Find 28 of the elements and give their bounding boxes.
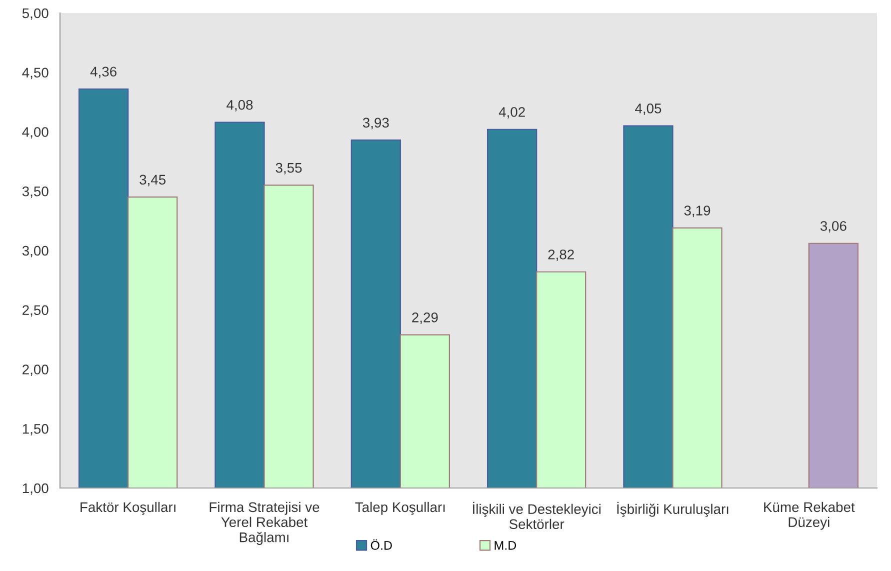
data-label: 3,93 (362, 118, 389, 130)
data-label: 4,36 (90, 66, 116, 78)
legend-label: M.D (494, 541, 516, 550)
data-label: 4,05 (635, 104, 662, 115)
y-tick-label: 3,00 (22, 246, 48, 258)
x-tick-label: Faktör Koşulları (80, 502, 176, 515)
x-tick-label: İşbirliği Kuruluşları (617, 502, 728, 517)
data-label: 2,29 (412, 312, 438, 324)
data-label: 3,19 (684, 206, 710, 218)
y-tick-label: 4,50 (22, 68, 48, 80)
y-tick-label: 2,50 (22, 305, 48, 317)
x-tick-label: Talep Koşulları (355, 502, 445, 515)
y-tick-label: 5,00 (22, 8, 48, 20)
y-tick-label: 1,00 (22, 483, 48, 495)
data-label: 4,02 (498, 107, 525, 119)
data-label: 4,08 (226, 100, 253, 112)
data-label: 3,06 (820, 221, 846, 233)
x-tick-label: Küme Rekabet Düzeyi (764, 502, 855, 530)
data-label: 2,82 (548, 250, 574, 262)
legend-label: Ö.D (370, 539, 392, 550)
data-label: 3,55 (276, 162, 302, 174)
data-label: 3,45 (140, 174, 166, 186)
y-tick-label: 4,00 (22, 127, 48, 139)
x-tick-label: Firma Stratejisi ve Yerel Rekabet Bağlamı (210, 502, 320, 545)
y-tick-label: 1,50 (22, 424, 48, 436)
x-tick-label: İlişkili ve Destekleyici Sektörler (473, 502, 600, 530)
y-tick-label: 3,50 (22, 186, 48, 198)
y-tick-label: 2,00 (22, 364, 48, 376)
